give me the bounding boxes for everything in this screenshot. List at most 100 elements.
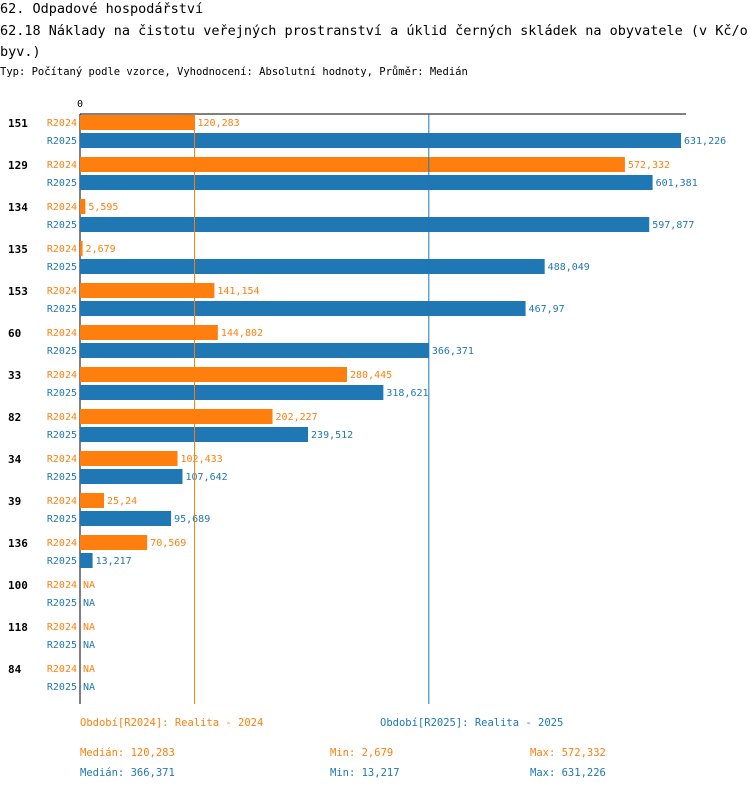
data-label: NA — [83, 598, 95, 609]
category-label: 82 — [8, 411, 21, 424]
series-label: R2024 — [47, 664, 77, 675]
bar-r2024 — [80, 325, 218, 340]
data-label: 141,154 — [217, 286, 259, 297]
series-label: R2025 — [47, 514, 77, 525]
series-label: R2024 — [47, 328, 77, 339]
data-label: 601,381 — [656, 178, 698, 189]
category-label: 135 — [8, 243, 28, 256]
series-label: R2025 — [47, 640, 77, 651]
series-label: R2025 — [47, 220, 77, 231]
bar-r2024 — [80, 157, 625, 172]
category-label: 118 — [8, 621, 28, 634]
x-axis-zero-label: 0 — [77, 99, 83, 110]
data-label: 318,621 — [386, 388, 428, 399]
data-label: 202,227 — [276, 412, 318, 423]
data-label: 597,877 — [652, 220, 694, 231]
bar-r2025 — [80, 385, 384, 400]
bar-r2024 — [80, 115, 195, 130]
bar-r2025 — [80, 217, 650, 232]
series-label: R2025 — [47, 136, 77, 147]
series-label: R2024 — [47, 160, 77, 171]
data-label: NA — [83, 640, 95, 651]
max-r2025: Max: 631,226 — [530, 767, 606, 779]
series-label: R2025 — [47, 682, 77, 693]
category-label: 39 — [8, 495, 21, 508]
data-label: 70,569 — [150, 538, 186, 549]
bar-r2025 — [80, 427, 309, 442]
bar-r2024 — [80, 493, 105, 508]
bar-r2024 — [80, 535, 148, 550]
data-label: 280,445 — [350, 370, 392, 381]
series-label: R2025 — [47, 472, 77, 483]
category-label: 84 — [8, 663, 22, 676]
data-label: 107,642 — [185, 472, 227, 483]
category-label: 136 — [8, 537, 28, 550]
median-r2024: Medián: 120,283 — [80, 747, 175, 759]
legend-r2024: Období[R2024]: Realita - 2024 — [80, 717, 264, 729]
data-label: 5,595 — [88, 202, 118, 213]
series-label: R2025 — [47, 388, 77, 399]
data-label: 366,371 — [432, 346, 474, 357]
bar-r2024 — [80, 409, 273, 424]
bar-r2025 — [80, 259, 545, 274]
data-label: 25,24 — [107, 496, 137, 507]
data-label: NA — [83, 682, 95, 693]
bar-r2025 — [80, 511, 172, 526]
bar-r2025 — [80, 553, 93, 568]
series-label: R2025 — [47, 430, 77, 441]
chart-subtitle: Typ: Počítaný podle vzorce, Vyhodnocení:… — [0, 66, 468, 78]
data-label: 120,283 — [198, 118, 240, 129]
series-label: R2024 — [47, 538, 77, 549]
series-label: R2025 — [47, 346, 77, 357]
bar-r2024 — [80, 367, 348, 382]
category-label: 34 — [8, 453, 22, 466]
data-label: 102,433 — [181, 454, 223, 465]
chart-title: 62.18 Náklady na čistotu veřejných prost… — [0, 23, 748, 60]
data-label: 572,332 — [628, 160, 670, 171]
series-label: R2024 — [47, 580, 77, 591]
bar-r2024 — [80, 199, 86, 214]
series-label: R2024 — [47, 244, 77, 255]
category-label: 100 — [8, 579, 28, 592]
min-r2024: Min: 2,679 — [330, 747, 394, 759]
series-label: R2024 — [47, 286, 77, 297]
bar-r2024 — [80, 241, 83, 256]
bar-r2025 — [80, 469, 183, 484]
category-label: 153 — [8, 285, 28, 298]
category-label: 134 — [8, 201, 28, 214]
max-r2024: Max: 572,332 — [530, 747, 606, 759]
bar-r2025 — [80, 343, 429, 358]
bar-r2025 — [80, 175, 653, 190]
series-label: R2024 — [47, 118, 77, 129]
data-label: 2,679 — [86, 244, 116, 255]
series-label: R2025 — [47, 556, 77, 567]
category-label: 33 — [8, 369, 21, 382]
data-label: 13,217 — [96, 556, 132, 567]
series-label: R2025 — [47, 178, 77, 189]
bar-r2025 — [80, 301, 526, 316]
series-label: R2024 — [47, 454, 77, 465]
data-label: 144,802 — [221, 328, 263, 339]
category-label: 151 — [8, 117, 28, 130]
median-r2025: Medián: 366,371 — [80, 767, 175, 779]
bar-r2024 — [80, 283, 215, 298]
series-label: R2024 — [47, 412, 77, 423]
series-label: R2025 — [47, 262, 77, 273]
category-label: 129 — [8, 159, 28, 172]
data-label: 488,049 — [548, 262, 590, 273]
bar-r2024 — [80, 451, 178, 466]
data-label: 239,512 — [311, 430, 353, 441]
data-label: 631,226 — [684, 136, 726, 147]
data-label: NA — [83, 622, 95, 633]
series-label: R2025 — [47, 304, 77, 315]
series-label: R2024 — [47, 496, 77, 507]
chart-title-section: 62. Odpadové hospodářství — [0, 1, 204, 17]
data-label: 95,689 — [174, 514, 210, 525]
series-label: R2025 — [47, 598, 77, 609]
data-label: 467,97 — [529, 304, 565, 315]
bar-r2025 — [80, 133, 681, 148]
category-label: 60 — [8, 327, 21, 340]
series-label: R2024 — [47, 622, 77, 633]
data-label: NA — [83, 580, 95, 591]
